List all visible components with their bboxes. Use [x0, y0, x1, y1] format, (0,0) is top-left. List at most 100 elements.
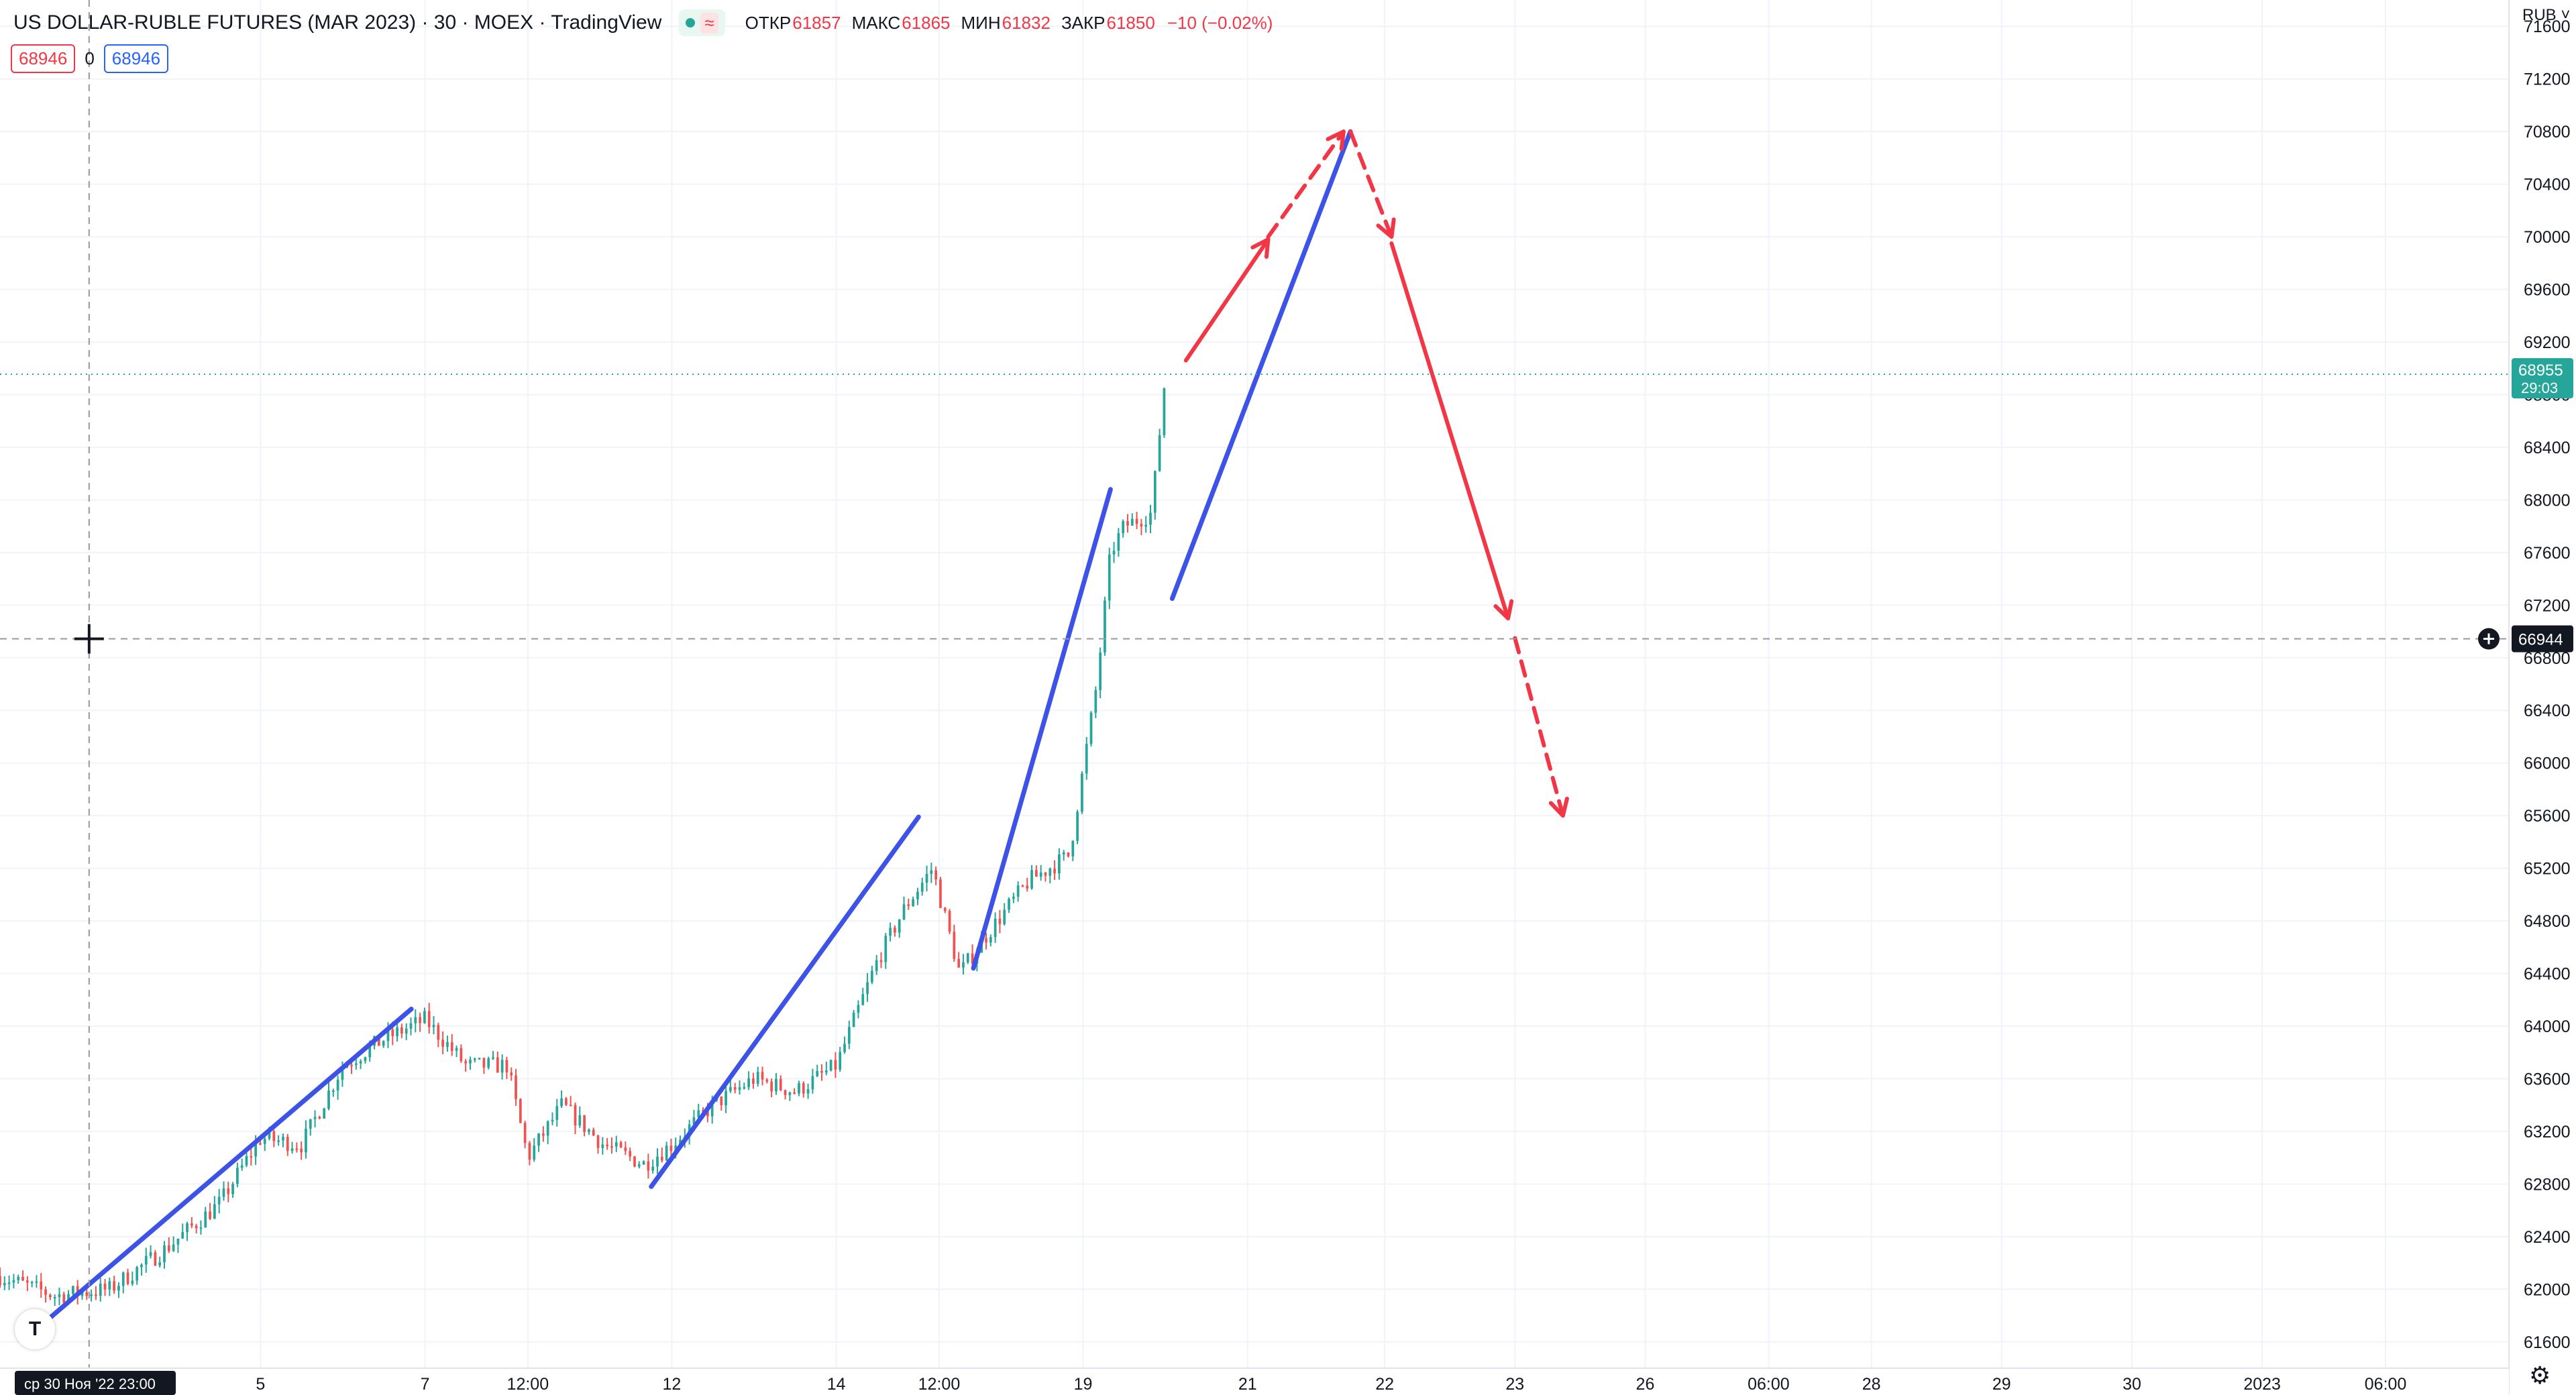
forecast-arrow-line[interactable]	[1183, 237, 1271, 363]
forecast-arrow-line[interactable]	[1348, 129, 1394, 239]
candle-body	[775, 1078, 777, 1092]
forecast-arrow-line[interactable]	[1389, 241, 1511, 620]
symbol-title[interactable]: US DOLLAR-RUBLE FUTURES (MAR 2023) · 30 …	[13, 11, 662, 34]
candle-body	[21, 1276, 24, 1281]
candle-body	[674, 1145, 678, 1152]
candle-body	[240, 1165, 244, 1168]
candle-body	[1012, 896, 1015, 899]
time-axis[interactable]: 5 7 12:00 12 14 12:00 19 21 22 23 26 06:00 28 29 30 202…	[0, 1368, 2509, 1395]
candle-body	[1034, 870, 1038, 877]
candle-body	[1135, 518, 1138, 524]
price-tick-label: 64800	[2524, 912, 2571, 931]
candle-body	[199, 1227, 203, 1229]
candle-body	[1062, 852, 1065, 855]
arrowhead-icon	[1250, 237, 1271, 259]
candle-body	[702, 1110, 704, 1112]
candle-body	[76, 1286, 79, 1296]
candle-body	[290, 1148, 294, 1152]
ohlc-value: 61857	[792, 12, 841, 33]
candle-body	[985, 938, 987, 943]
chart-drawings[interactable]	[46, 129, 1569, 1322]
candle-body	[154, 1252, 157, 1266]
last-price-label: 68955	[2518, 361, 2563, 380]
candle-body	[1058, 854, 1061, 874]
candle-body	[126, 1272, 129, 1284]
candle-body	[300, 1148, 303, 1153]
candle-body	[113, 1281, 116, 1291]
time-tick-label: 12:00	[507, 1375, 549, 1394]
candle-body	[95, 1294, 97, 1296]
candle-body	[894, 928, 896, 933]
candle-body	[149, 1252, 152, 1256]
candle-body	[209, 1211, 211, 1219]
candle-body	[756, 1072, 759, 1084]
price-tick-label: 70400	[2524, 176, 2571, 194]
candle-body	[478, 1058, 481, 1060]
candle-body	[405, 1028, 408, 1034]
quote-row: 68946 0 68946	[11, 44, 169, 73]
candle-body	[537, 1133, 540, 1146]
candle-body	[824, 1070, 828, 1073]
candle-body	[747, 1078, 750, 1088]
candle-body	[798, 1083, 800, 1094]
candle-body	[40, 1281, 43, 1290]
candle-body	[227, 1188, 230, 1194]
trend-line[interactable]	[1169, 129, 1353, 601]
candle-body	[546, 1121, 549, 1136]
trend-line[interactable]	[971, 487, 1113, 971]
price-tick-label: 69200	[2524, 333, 2571, 352]
price-tick-label: 70800	[2524, 123, 2571, 142]
ohlc-key: ОТКР	[745, 12, 792, 33]
arrowhead-icon	[1548, 796, 1569, 818]
candle-body	[957, 958, 961, 968]
candle-body	[560, 1098, 563, 1107]
market-status[interactable]: ≈	[679, 9, 725, 36]
candle-body	[1076, 812, 1079, 841]
candle-body	[341, 1067, 344, 1080]
price-tick-label: 68400	[2524, 439, 2571, 457]
candle-body	[382, 1041, 385, 1046]
price-tick-label: 70000	[2524, 228, 2571, 247]
candle-body	[450, 1042, 453, 1051]
candle-body	[1117, 533, 1120, 551]
candle-body	[48, 1294, 52, 1298]
candle-body	[423, 1011, 426, 1023]
price-tick-label: 61600	[2524, 1333, 2571, 1352]
candle-body	[779, 1078, 782, 1091]
candle-body	[1153, 471, 1157, 513]
price-tick-label: 67200	[2524, 596, 2571, 615]
price-tick-label: 63200	[2524, 1123, 2571, 1141]
candle-body	[802, 1083, 805, 1094]
time-tick-label: 28	[1862, 1375, 1881, 1394]
forecast-arrow-line[interactable]	[1266, 129, 1346, 239]
tradingview-logo-icon[interactable]: T	[15, 1309, 55, 1349]
candle-body	[651, 1166, 655, 1171]
candle-body	[277, 1140, 280, 1142]
candle-body	[606, 1144, 609, 1147]
price-tick-label: 71200	[2524, 70, 2571, 89]
candle-body	[1163, 388, 1166, 435]
candle-body	[1067, 852, 1070, 856]
price-axis[interactable]: RUB ˅ 61600 62000 62400 62800 63200 63600 64000…	[2478, 0, 2576, 1395]
candle-body	[396, 1027, 398, 1037]
candle-body	[85, 1292, 89, 1296]
buy-price-button[interactable]: 68946	[103, 44, 169, 73]
trend-line[interactable]	[649, 814, 921, 1189]
candle-body	[136, 1267, 139, 1281]
candle-body	[272, 1131, 276, 1141]
candle-body	[656, 1156, 659, 1167]
currency-label[interactable]: RUB ˅	[2522, 6, 2570, 24]
candle-body	[309, 1119, 312, 1129]
settings-gear-icon[interactable]: ⚙	[2529, 1361, 2551, 1389]
candle-body	[820, 1070, 823, 1073]
forecast-arrow-line[interactable]	[1513, 636, 1565, 818]
candle-body	[642, 1161, 645, 1165]
trend-line[interactable]	[46, 1007, 414, 1322]
price-tick-label: 66000	[2524, 755, 2571, 773]
candle-body	[53, 1297, 56, 1299]
candle-body	[692, 1117, 696, 1125]
sell-price-button[interactable]: 68946	[11, 44, 76, 73]
candle-body	[12, 1280, 15, 1283]
candle-body	[254, 1143, 257, 1157]
